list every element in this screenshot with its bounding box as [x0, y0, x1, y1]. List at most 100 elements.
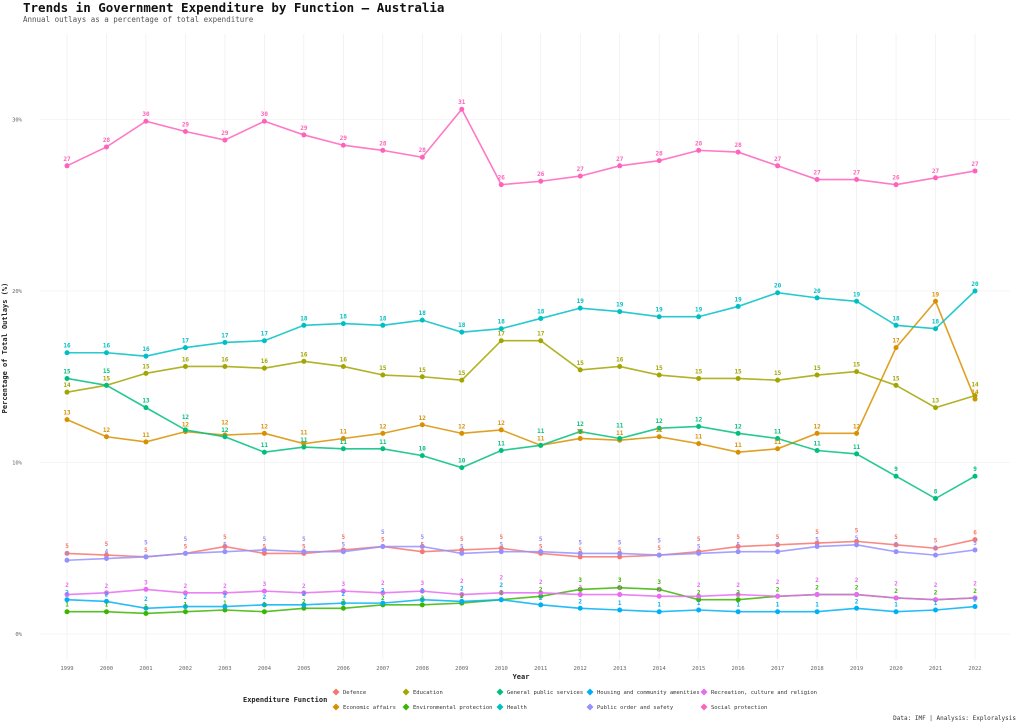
data-label: 31: [458, 99, 466, 106]
data-label: 2: [934, 590, 938, 597]
series-line: [66, 107, 976, 186]
legend-label: Social protection: [711, 705, 767, 711]
data-point: [340, 600, 346, 606]
data-label: 1: [776, 602, 780, 609]
data-point: [419, 374, 425, 380]
data-point: [577, 586, 583, 592]
legend-key-icon: [700, 688, 708, 696]
x-tick-label: 2017: [771, 666, 784, 672]
data-label: 13: [932, 398, 940, 405]
data-point: [64, 163, 70, 169]
data-label: 5: [776, 534, 780, 541]
data-label: 15: [419, 367, 427, 374]
data-point: [617, 163, 623, 169]
data-label: 16: [142, 346, 150, 353]
data-point: [656, 158, 662, 164]
data-point: [301, 444, 307, 450]
data-point: [301, 132, 307, 138]
data-point: [775, 549, 781, 555]
x-tick-label: 2007: [376, 666, 389, 672]
data-point: [419, 602, 425, 608]
series-line: [66, 588, 976, 601]
data-point: [498, 182, 504, 188]
data-point: [459, 547, 465, 553]
data-label: 15: [813, 365, 821, 372]
data-point: [340, 588, 346, 594]
data-label: 5: [657, 538, 661, 545]
data-point: [893, 549, 899, 555]
data-label: 1: [894, 602, 898, 609]
data-point: [340, 435, 346, 441]
data-label: 1: [65, 602, 69, 609]
data-label: 2: [223, 583, 227, 590]
data-label: 5: [302, 543, 306, 550]
data-label: 2: [855, 585, 859, 592]
x-tick-label: 2000: [100, 666, 113, 672]
data-point: [459, 465, 465, 471]
data-point: [64, 592, 70, 598]
data-label: 5: [894, 542, 898, 549]
x-tick-label: 2003: [218, 666, 231, 672]
legend-label: Economic affairs: [343, 705, 396, 711]
data-label: 26: [537, 171, 545, 178]
data-label: 2: [776, 586, 780, 593]
data-label: 2: [420, 595, 424, 602]
legend-key-icon: [586, 703, 594, 711]
data-point: [261, 588, 267, 594]
legend-label: Recreation, culture and religion: [711, 690, 817, 696]
data-label: 16: [182, 356, 190, 363]
data-label: 13: [63, 410, 71, 417]
data-point: [972, 595, 978, 601]
data-label: 18: [340, 314, 348, 321]
data-point: [419, 453, 425, 459]
data-point: [419, 154, 425, 160]
data-label: 18: [379, 315, 387, 322]
legend-key-icon: [586, 688, 594, 696]
data-label: 16: [261, 358, 269, 365]
data-label: 5: [815, 529, 819, 536]
data-point: [64, 417, 70, 423]
data-point: [735, 597, 741, 603]
legend-key-icon: [332, 703, 340, 711]
data-point: [222, 549, 228, 555]
data-point: [64, 609, 70, 615]
data-label: 5: [539, 536, 543, 543]
data-label: 5: [460, 543, 464, 550]
data-label: 11: [774, 428, 782, 435]
data-label: 29: [300, 125, 308, 132]
series-line: [66, 598, 976, 613]
data-label: 27: [577, 166, 585, 173]
data-label: 5: [420, 534, 424, 541]
data-point: [696, 147, 702, 153]
data-point: [617, 585, 623, 591]
data-label: 1: [618, 600, 622, 607]
data-label: 2: [342, 598, 346, 605]
data-label: 2: [973, 597, 977, 604]
data-label: 27: [932, 168, 940, 175]
data-point: [696, 423, 702, 429]
data-label: 12: [419, 415, 427, 422]
data-label: 12: [695, 416, 703, 423]
data-label: 5: [855, 535, 859, 542]
data-label: 2: [65, 582, 69, 589]
data-label: 28: [735, 142, 743, 149]
data-label: 18: [498, 319, 506, 326]
y-axis-title: Percentage of Total Outlays (%): [1, 283, 9, 414]
data-label: 2: [618, 585, 622, 592]
data-label: 2: [499, 590, 503, 597]
data-label: 2: [539, 595, 543, 602]
data-point: [103, 434, 109, 440]
data-point: [459, 598, 465, 604]
data-label: 11: [616, 430, 624, 437]
data-label: 11: [379, 439, 387, 446]
data-label: 3: [263, 581, 267, 588]
legend-key-icon: [496, 688, 504, 696]
data-point: [617, 550, 623, 556]
data-label: 15: [577, 360, 585, 367]
data-label: 8: [934, 489, 938, 496]
data-point: [854, 430, 860, 436]
data-point: [577, 429, 583, 435]
data-label: 29: [221, 130, 229, 137]
data-point: [380, 446, 386, 452]
data-point: [64, 557, 70, 563]
